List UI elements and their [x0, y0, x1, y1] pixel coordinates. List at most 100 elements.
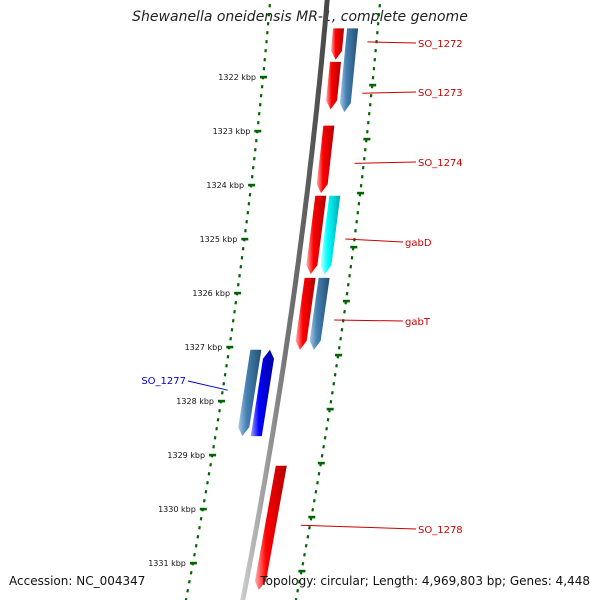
- kbp-tick-mark: [254, 129, 262, 133]
- left-guide-dot: [218, 408, 221, 413]
- right-guide-dot: [356, 211, 360, 215]
- left-guide-dot: [241, 246, 245, 251]
- left-guide-dot: [250, 175, 254, 179]
- left-guide-dot: [188, 580, 191, 584]
- gene-feature-0[interactable]: [331, 28, 345, 60]
- kbp-tick-label: 1326 kbp: [192, 289, 230, 298]
- left-guide-dot: [225, 364, 228, 368]
- left-guide-dot: [229, 337, 232, 341]
- right-guide-dot: [339, 337, 342, 341]
- left-guide-dot: [236, 282, 240, 287]
- right-guide-dot: [329, 400, 333, 404]
- left-guide-dot: [216, 418, 220, 422]
- kbp-tick-label: 1328 kbp: [176, 397, 214, 406]
- right-guide-dot: [345, 292, 349, 296]
- kbp-tick-mark: [241, 237, 249, 241]
- gene-label-so_1274[interactable]: SO_1274: [418, 158, 463, 169]
- gene-labels[interactable]: SO_1272 SO_1273 SO_1274 gabD gabT SO_1277 SO_1…: [141, 39, 462, 536]
- right-guide-dot: [296, 589, 300, 593]
- right-guide-dot: [367, 121, 370, 125]
- left-guide-dot: [189, 571, 193, 575]
- right-guide-dot: [357, 202, 361, 206]
- kbp-tick-label: 1330 kbp: [158, 505, 196, 514]
- gene-label-gabt[interactable]: gabT: [405, 317, 431, 328]
- right-guide-dot: [371, 76, 375, 80]
- left-guide-dot: [248, 193, 252, 197]
- gene-label-gabd[interactable]: gabD: [405, 238, 432, 249]
- right-guide-dot: [337, 346, 341, 350]
- right-guide-dot: [341, 319, 345, 323]
- left-guide-dot: [263, 58, 266, 62]
- gene-label-so_1278[interactable]: SO_1278: [418, 525, 463, 536]
- right-guide-dot: [377, 12, 381, 17]
- gene-feature-3[interactable]: [316, 125, 335, 194]
- left-guide-dot: [233, 309, 236, 314]
- left-guide-dot: [247, 201, 251, 206]
- left-guide-dot: [267, 13, 271, 17]
- left-guide-dot: [264, 48, 267, 53]
- right-guide-dot: [333, 373, 337, 377]
- right-guide-dot: [317, 471, 321, 476]
- gene-label-so_1273[interactable]: SO_1273: [418, 88, 463, 99]
- gene-feature-7[interactable]: [309, 277, 330, 350]
- kbp-tick-mark: [199, 507, 207, 511]
- right-guide-dot: [322, 445, 325, 449]
- right-guide-dot: [378, 4, 381, 8]
- right-guide-dot: [303, 552, 306, 557]
- left-guide-dot: [231, 319, 235, 323]
- label-leader-line: [362, 91, 417, 94]
- right-guide-dot: [320, 454, 324, 458]
- left-guide-dot: [253, 157, 256, 161]
- left-guide-dot: [259, 94, 263, 98]
- right-guide-dot: [343, 309, 346, 314]
- right-guide-dot: [364, 148, 367, 152]
- left-guide-dot: [221, 391, 224, 395]
- right-guide-dot: [340, 328, 344, 332]
- right-guide-dot: [298, 580, 301, 584]
- left-guide-dot: [239, 265, 243, 269]
- right-guide-dot: [361, 166, 365, 170]
- left-guide-dot: [207, 471, 211, 476]
- kbp-tick-mark: [234, 291, 242, 295]
- gene-feature-1[interactable]: [339, 28, 359, 113]
- right-guide-dot: [348, 274, 351, 278]
- kbp-tick-mark-right: [308, 515, 316, 519]
- gene-feature-9[interactable]: [250, 349, 274, 437]
- kbp-tick-mark-right: [363, 137, 371, 141]
- kbp-tick-mark: [248, 183, 256, 187]
- kbp-tick-mark-right: [335, 353, 343, 357]
- gene-label-so_1277[interactable]: SO_1277: [141, 376, 186, 387]
- gene-feature-2[interactable]: [326, 61, 341, 110]
- left-guide-dot: [215, 426, 218, 431]
- gene-feature-5[interactable]: [320, 195, 341, 275]
- kbp-tick-label: 1331 kbp: [148, 559, 186, 568]
- right-guide-dot: [350, 256, 354, 260]
- gene-label-so_1272[interactable]: SO_1272: [418, 39, 463, 50]
- kbp-tick-mark: [209, 453, 217, 457]
- right-guide-dot: [311, 508, 315, 512]
- right-guide-dot: [376, 21, 380, 26]
- gene-feature-4[interactable]: [306, 195, 327, 275]
- gene-feature-6[interactable]: [295, 277, 316, 350]
- gene-features[interactable]: [238, 28, 359, 590]
- right-guide-dot: [354, 229, 357, 233]
- label-leader-line: [334, 319, 404, 322]
- right-guide-dot: [332, 382, 336, 386]
- right-guide-dot: [349, 265, 353, 269]
- left-guide-dot: [265, 40, 268, 44]
- right-guide-dot: [369, 94, 373, 98]
- gene-feature-10[interactable]: [255, 465, 287, 590]
- left-guide-dot: [186, 589, 190, 593]
- right-guide-dot: [355, 219, 358, 224]
- kbp-tick-mark-right: [350, 245, 358, 249]
- right-guide-dot: [372, 66, 376, 71]
- gene-feature-8[interactable]: [238, 349, 262, 437]
- right-guide-dot: [346, 283, 350, 287]
- right-guide-dot: [304, 543, 308, 548]
- right-guide-dot: [367, 112, 371, 116]
- right-guide-dot: [301, 562, 305, 566]
- kbp-tick-mark-right: [357, 191, 365, 195]
- left-guide-dot: [209, 463, 212, 467]
- left-guide-dot: [213, 436, 217, 440]
